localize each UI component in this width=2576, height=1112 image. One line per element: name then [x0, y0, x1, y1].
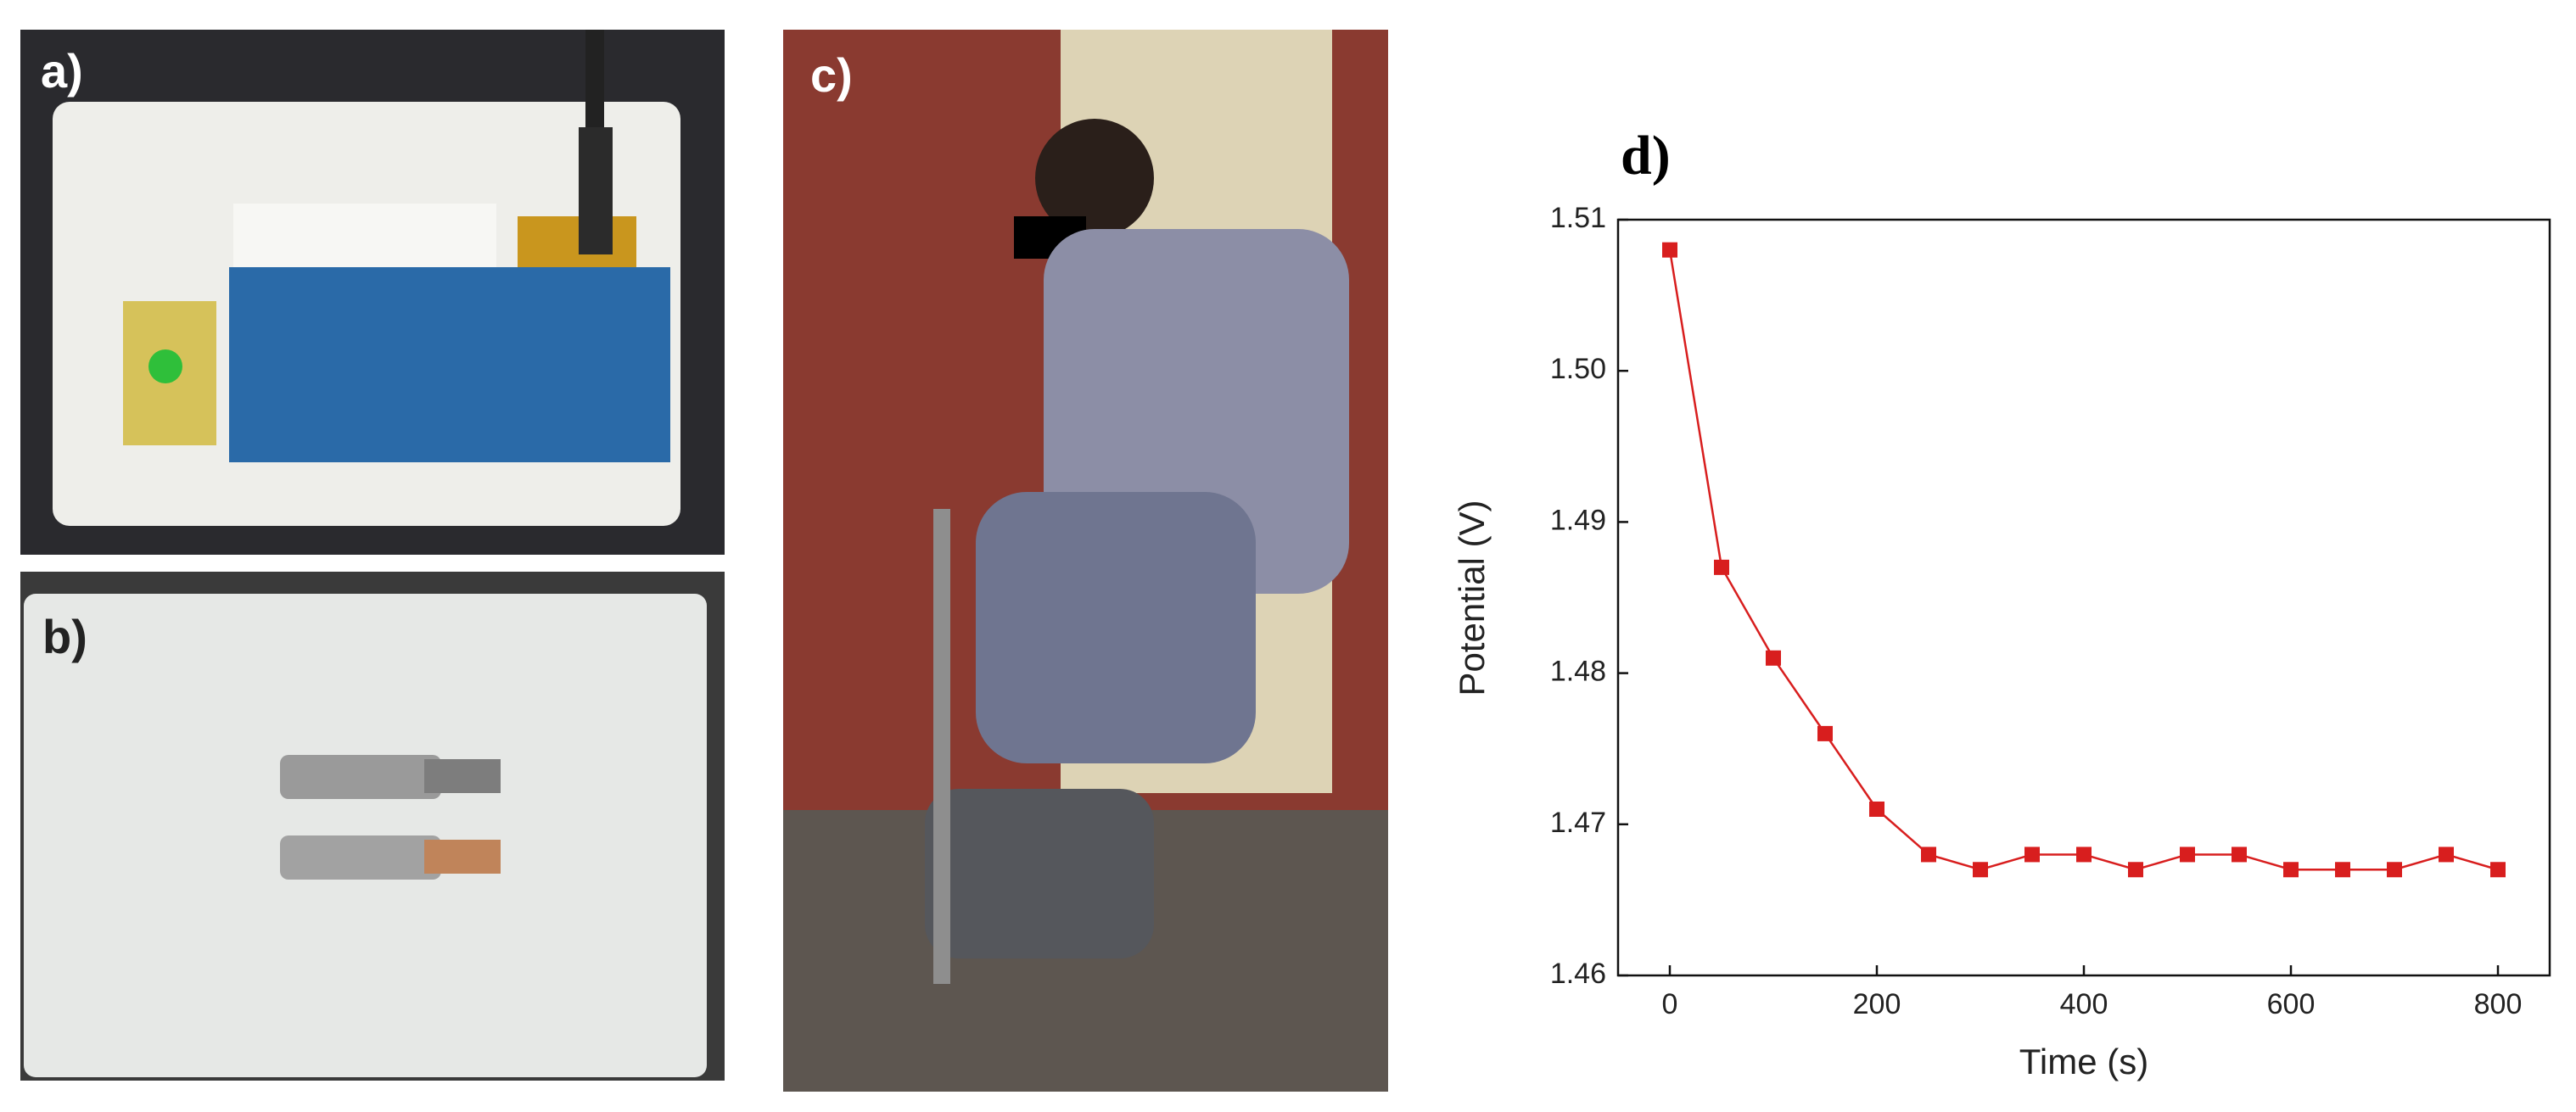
y-tick-label: 1.50 — [1550, 353, 1606, 385]
series-line — [1668, 249, 2499, 871]
panel-label: c) — [810, 48, 853, 102]
data-point — [1662, 242, 1677, 258]
photo-b — [20, 572, 725, 1081]
x-tick-label: 0 — [1662, 988, 1678, 1020]
data-point — [1869, 801, 1884, 817]
data-point — [1973, 862, 1988, 878]
data-point — [2024, 847, 2040, 863]
data-point — [1766, 650, 1781, 666]
chart-title: d) — [1621, 125, 1671, 187]
data-point — [2283, 862, 2299, 878]
data-point — [1921, 847, 1936, 863]
y-tick-label: 1.49 — [1550, 504, 1606, 536]
data-point — [1817, 725, 1833, 741]
x-tick-label: 200 — [1853, 988, 1901, 1020]
y-tick-label: 1.46 — [1550, 958, 1606, 990]
x-axis-label: Time (s) — [2019, 1042, 2148, 1081]
photo-c — [783, 30, 1388, 1092]
data-point — [2232, 847, 2247, 863]
data-point — [2490, 862, 2506, 878]
photo-a — [20, 30, 725, 555]
data-point — [2335, 862, 2350, 878]
y-tick-label: 1.47 — [1550, 807, 1606, 839]
data-point — [2387, 862, 2402, 878]
panel-label: a) — [41, 44, 83, 98]
panel-label: b) — [42, 610, 87, 663]
data-point — [1714, 559, 1729, 575]
x-tick-label: 600 — [2267, 988, 2316, 1020]
x-tick-label: 400 — [2060, 988, 2108, 1020]
y-tick-label: 1.48 — [1550, 656, 1606, 688]
data-point — [2076, 847, 2092, 863]
data-point — [2180, 847, 2195, 863]
data-point — [2128, 862, 2143, 878]
data-point — [2439, 847, 2454, 863]
y-axis-label: Potential (V) — [1452, 500, 1492, 696]
y-tick-label: 1.51 — [1550, 202, 1606, 234]
x-tick-label: 800 — [2474, 988, 2523, 1020]
